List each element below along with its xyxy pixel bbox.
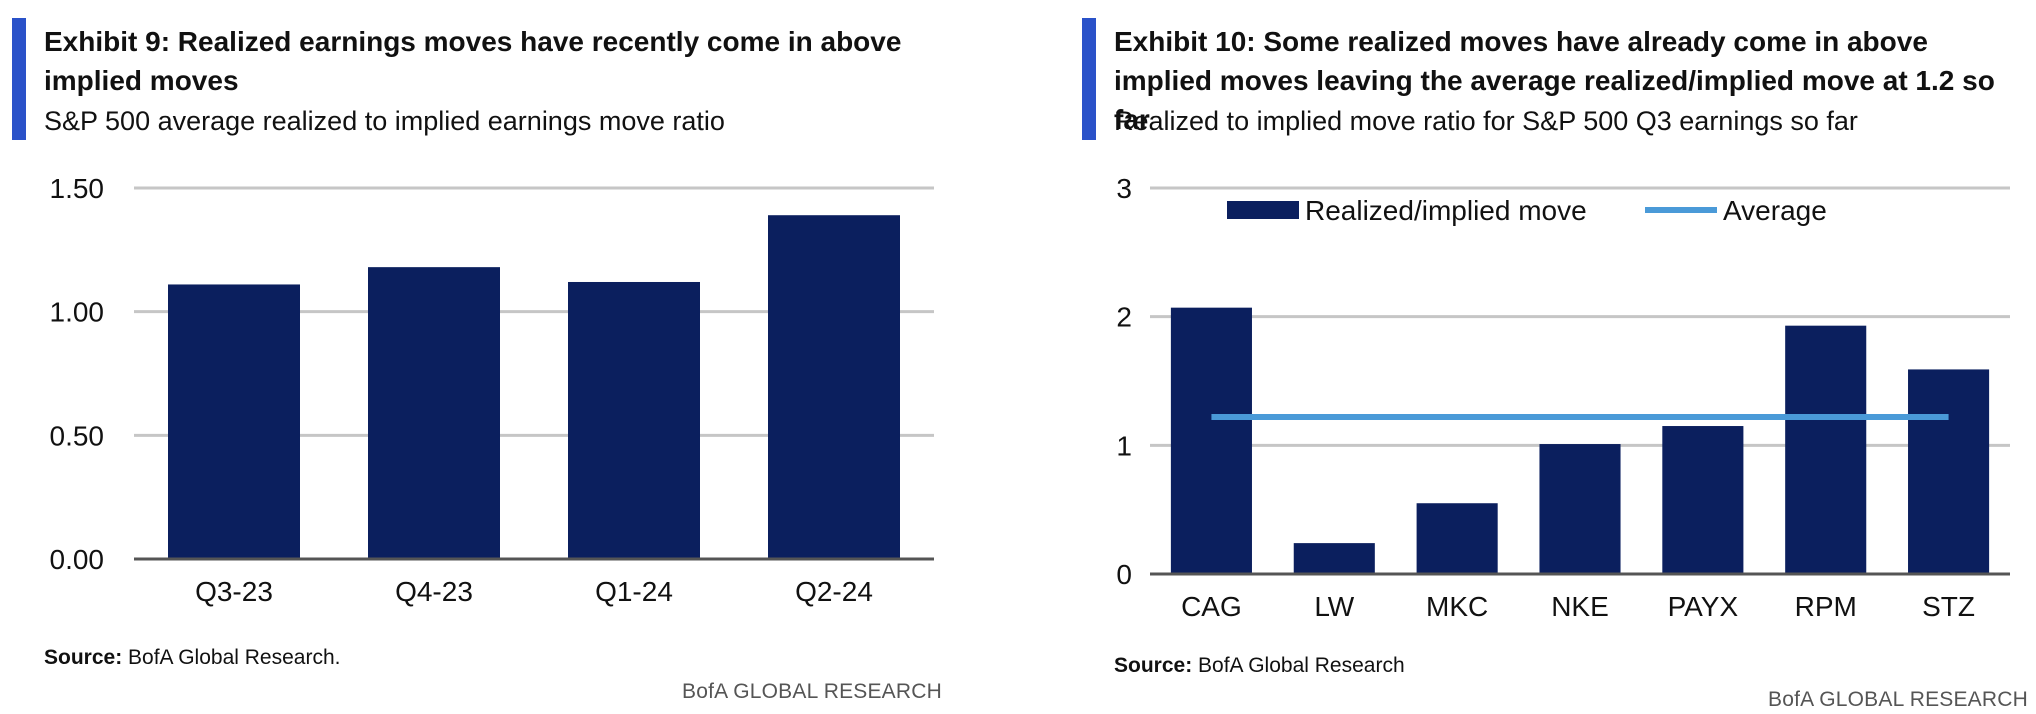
exhibit-9-subtitle: S&P 500 average realized to implied earn… <box>44 106 725 136</box>
exhibit-10-brand: BofA GLOBAL RESEARCH <box>1768 688 2028 711</box>
x-tick-label: Q4-23 <box>395 576 473 607</box>
y-tick-label: 0.00 <box>50 544 105 575</box>
exhibit-10-chart: 0 1 2 3 CAG LW MKC NKE PAYX RPM STZ Realized/implie… <box>1116 173 2010 622</box>
y-tick-label: 1 <box>1116 430 1132 461</box>
source-text: BofA Global Research <box>1192 654 1405 677</box>
x-tick-label: STZ <box>1922 591 1975 622</box>
bar-mkc <box>1416 503 1498 574</box>
bar-cag <box>1170 307 1252 574</box>
exhibit-9-title: Exhibit 9: Realized earnings moves have … <box>44 26 902 96</box>
exhibit-10-title: Exhibit 10: Some realized moves have alr… <box>1114 26 1995 135</box>
bar-stz <box>1908 369 1990 574</box>
exhibit-9-panel: Exhibit 9: Realized earnings moves have … <box>0 0 990 714</box>
x-tick-label: Q2-24 <box>795 576 873 607</box>
legend-swatch-realized <box>1227 201 1299 219</box>
accent-bar <box>12 18 26 140</box>
x-tick-label: LW <box>1314 591 1354 622</box>
exhibit-10-panel: Exhibit 10: Some realized moves have alr… <box>1070 0 2036 714</box>
exhibit-10-subtitle: Realized to implied move ratio for S&P 5… <box>1114 106 1858 136</box>
bar-nke <box>1539 444 1621 574</box>
source-text: BofA Global Research. <box>122 646 341 669</box>
exhibit-9-source: Source: BofA Global Research. <box>44 646 340 670</box>
x-tick-label: RPM <box>1795 591 1857 622</box>
bar-q3-23 <box>168 284 300 559</box>
x-tick-label: Q3-23 <box>195 576 273 607</box>
x-tick-label: CAG <box>1181 591 1242 622</box>
y-tick-label: 2 <box>1116 302 1132 333</box>
y-tick-label: 1.00 <box>50 297 105 328</box>
accent-bar <box>1082 18 1096 140</box>
x-tick-label: Q1-24 <box>595 576 673 607</box>
y-tick-label: 1.50 <box>50 173 105 204</box>
exhibit-10-source: Source: BofA Global Research <box>1114 654 1405 678</box>
x-tick-label: MKC <box>1426 591 1488 622</box>
bar-payx <box>1662 426 1744 574</box>
legend-label-realized: Realized/implied move <box>1305 195 1587 226</box>
bar-rpm <box>1785 325 1867 574</box>
source-label: Source: <box>44 646 123 669</box>
x-tick-label: PAYX <box>1668 591 1739 622</box>
y-tick-label: 0 <box>1116 559 1132 590</box>
y-tick-label: 3 <box>1116 173 1132 204</box>
source-label: Source: <box>1114 654 1193 677</box>
x-tick-label: NKE <box>1551 591 1609 622</box>
bar-q2-24 <box>768 215 900 559</box>
exhibit-9-chart: 0.00 0.50 1.00 1.50 Q3-23 Q4-23 Q1-24 Q2-24 <box>50 173 934 607</box>
exhibit-9-brand: BofA GLOBAL RESEARCH <box>682 680 942 703</box>
bar-q4-23 <box>368 267 500 559</box>
bar-q1-24 <box>568 281 700 559</box>
y-tick-label: 0.50 <box>50 420 105 451</box>
legend-label-average: Average <box>1723 195 1827 226</box>
bar-lw <box>1293 543 1375 574</box>
